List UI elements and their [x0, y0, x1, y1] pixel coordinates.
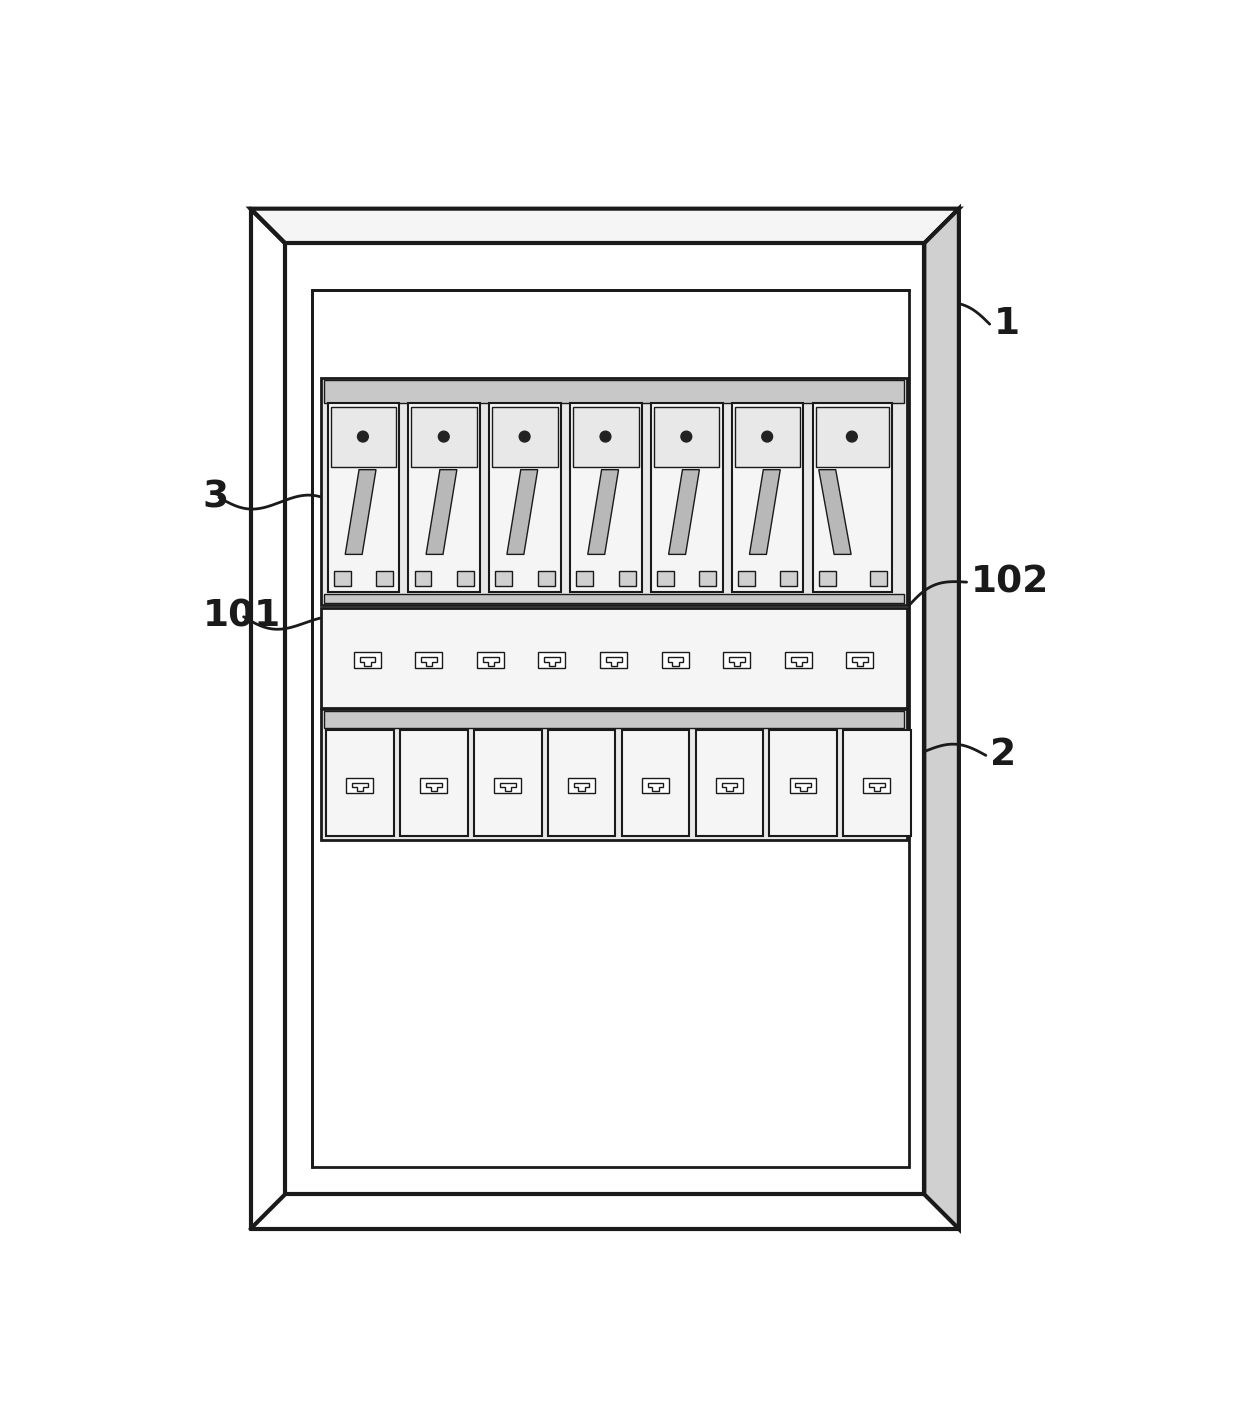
Polygon shape [427, 469, 456, 554]
Bar [492, 407, 558, 467]
Polygon shape [285, 244, 924, 1194]
Bar [715, 777, 743, 793]
Bar [477, 652, 503, 668]
Polygon shape [588, 469, 619, 554]
Bar [376, 570, 393, 586]
Text: 1: 1 [993, 306, 1019, 342]
Bar [657, 570, 675, 586]
Bar [324, 380, 904, 404]
Bar [699, 570, 717, 586]
Text: 101: 101 [203, 598, 281, 635]
Bar [326, 730, 394, 837]
Bar [548, 730, 615, 837]
Bar [415, 652, 443, 668]
Bar [816, 407, 889, 467]
Bar [651, 404, 723, 593]
Bar [843, 730, 911, 837]
Bar [321, 379, 906, 605]
Polygon shape [818, 469, 851, 554]
Bar [732, 404, 804, 593]
Bar [346, 777, 373, 793]
Bar [641, 777, 668, 793]
Bar [863, 777, 890, 793]
Bar [490, 404, 560, 593]
Text: 2: 2 [990, 737, 1016, 773]
Polygon shape [668, 469, 699, 554]
Bar [324, 712, 904, 729]
Bar [495, 570, 512, 586]
Bar [327, 404, 399, 593]
Bar [818, 570, 836, 586]
Bar [568, 777, 595, 793]
Bar [790, 777, 816, 793]
Bar [331, 407, 396, 467]
Bar [456, 570, 474, 586]
Circle shape [600, 431, 611, 442]
Bar [785, 652, 812, 668]
Bar [353, 652, 381, 668]
Circle shape [520, 431, 529, 442]
Bar [735, 407, 800, 467]
Bar [847, 652, 873, 668]
Bar [570, 404, 641, 593]
Bar [474, 730, 542, 837]
Polygon shape [507, 469, 538, 554]
Bar [420, 777, 446, 793]
Bar [738, 570, 755, 586]
Bar [312, 289, 909, 1167]
Bar [538, 570, 554, 586]
Polygon shape [749, 469, 780, 554]
Bar [494, 777, 521, 793]
Bar [577, 570, 593, 586]
Bar [812, 404, 892, 593]
Circle shape [847, 431, 857, 442]
Bar [321, 607, 906, 708]
Bar [662, 652, 688, 668]
Polygon shape [924, 208, 959, 1229]
Bar [780, 570, 797, 586]
Bar [621, 730, 689, 837]
Bar [696, 730, 764, 837]
Bar [770, 730, 837, 837]
Bar [412, 407, 477, 467]
Text: 3: 3 [203, 479, 229, 515]
Polygon shape [345, 469, 376, 554]
Bar [870, 570, 888, 586]
Bar [414, 570, 432, 586]
Bar [619, 570, 635, 586]
Bar [653, 407, 719, 467]
Bar [600, 652, 627, 668]
Bar [334, 570, 351, 586]
Text: 102: 102 [971, 564, 1049, 600]
Bar [324, 594, 904, 603]
Polygon shape [250, 208, 959, 244]
Bar [408, 404, 480, 593]
Circle shape [681, 431, 692, 442]
Bar [573, 407, 639, 467]
Bar [723, 652, 750, 668]
Circle shape [761, 431, 773, 442]
Circle shape [439, 431, 449, 442]
Bar [538, 652, 565, 668]
Bar [399, 730, 467, 837]
Bar [321, 709, 906, 839]
Circle shape [357, 431, 368, 442]
